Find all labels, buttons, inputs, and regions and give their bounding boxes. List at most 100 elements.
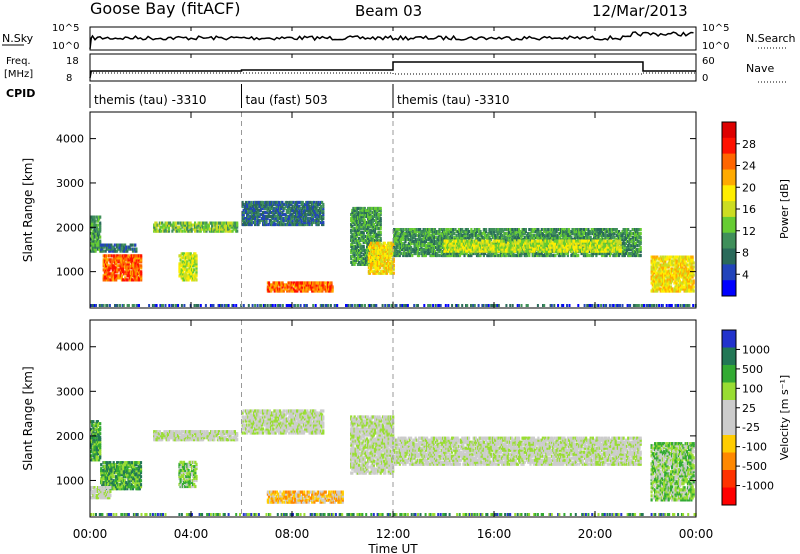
data-cell [188,223,191,227]
data-cell [224,229,227,233]
data-cell [638,232,641,236]
data-cell [264,202,267,207]
data-cell [236,225,239,229]
data-cell [510,245,513,249]
data-cell [311,202,315,207]
data-cell [315,220,318,225]
data-cell [364,262,367,266]
data-cell [379,224,382,229]
data-cell [182,278,186,282]
data-cell [503,253,506,258]
data-cell [358,248,361,252]
data-cell [187,225,190,229]
data-cell [167,225,171,229]
data-cell [186,268,189,272]
data-cell [279,287,282,291]
data-cell [485,233,488,238]
data-cell [499,251,502,256]
data-cell [621,235,624,240]
data-cell [445,230,448,234]
data-cell [367,232,370,236]
data-cell [384,265,387,269]
data-cell [638,247,641,252]
data-cell [566,251,569,256]
data-cell [120,274,123,278]
data-cell [140,274,143,278]
data-cell [514,232,517,236]
data-cell [109,266,112,270]
data-cell [462,249,465,253]
data-cell [475,239,478,243]
data-cell [621,233,624,238]
data-cell [466,243,469,247]
data-cell [102,268,105,272]
data-cell [242,202,245,207]
data-cell [110,247,113,251]
data-cell [558,232,562,236]
data-cell [403,241,406,246]
data-cell [560,230,563,234]
data-cell [377,214,380,219]
data-cell [485,230,488,234]
data-cell [118,256,121,260]
data-cell [212,221,215,225]
data-cell [385,251,389,255]
data-cell [454,228,457,232]
data-cell [450,230,454,234]
data-cell [382,257,385,261]
data-cell [525,251,529,256]
freq-series [89,61,696,79]
data-cell [431,243,434,248]
data-cell [104,256,108,260]
data-cell [632,245,635,250]
data-cell [367,242,370,246]
data-cell [464,233,467,238]
data-cell [181,225,184,229]
data-cell [481,235,484,240]
data-cell [368,253,372,257]
data-cell [627,247,630,252]
data-cell [279,283,282,287]
data-cell [302,206,306,211]
data-cell [415,230,418,234]
data-cell [371,247,374,251]
data-cell [281,212,284,217]
data-cell [525,233,529,238]
data-cell [187,229,190,233]
data-cell [494,243,497,247]
data-cell [352,234,355,238]
data-cell [527,232,530,236]
data-cell [539,251,542,256]
data-cell [371,263,374,267]
data-cell [528,228,531,232]
data-cell [392,259,395,263]
data-cell [405,230,408,234]
data-cell [193,274,196,278]
data-cell [305,208,308,213]
data-cell [438,253,441,258]
data-cell [304,287,307,291]
data-cell [435,253,438,258]
data-cell [418,233,421,238]
data-cell [124,256,127,260]
data-cell [366,228,369,232]
data-cell [108,268,111,272]
data-cell [537,230,540,234]
data-cell [188,225,191,229]
data-cell [376,241,379,245]
data-cell [118,254,121,258]
data-cell [95,241,98,245]
data-cell [516,230,520,234]
data-cell [414,232,417,236]
data-cell [101,243,104,247]
data-cell [424,239,427,244]
data-cell [430,237,433,242]
data-cell [247,210,250,215]
data-cell [597,235,600,240]
data-cell [316,289,319,293]
data-cell [635,241,638,246]
data-cell [264,222,267,227]
data-cell [526,249,529,253]
data-cell [103,278,106,282]
data-cell [321,210,324,215]
